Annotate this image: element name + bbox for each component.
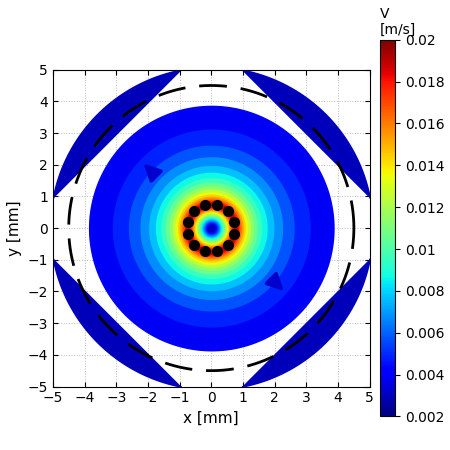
Y-axis label: y [mm]: y [mm] bbox=[7, 200, 22, 256]
Text: V
[m/s]: V [m/s] bbox=[380, 7, 416, 37]
Point bbox=[208, 225, 215, 232]
Point bbox=[208, 225, 215, 232]
Point bbox=[208, 225, 215, 232]
Point bbox=[208, 225, 215, 232]
Point bbox=[208, 225, 215, 232]
Point bbox=[208, 225, 215, 232]
Point bbox=[208, 225, 215, 232]
Point bbox=[208, 225, 215, 232]
Point bbox=[208, 225, 215, 232]
Point bbox=[208, 225, 215, 232]
Point bbox=[208, 225, 215, 232]
Point bbox=[208, 225, 215, 232]
Point bbox=[208, 225, 215, 232]
Point bbox=[208, 225, 215, 232]
Point bbox=[208, 225, 215, 232]
Point bbox=[208, 225, 215, 232]
Point bbox=[208, 225, 215, 232]
X-axis label: x [mm]: x [mm] bbox=[184, 411, 239, 426]
Point bbox=[208, 225, 215, 232]
Point bbox=[208, 225, 215, 232]
Point bbox=[208, 225, 215, 232]
